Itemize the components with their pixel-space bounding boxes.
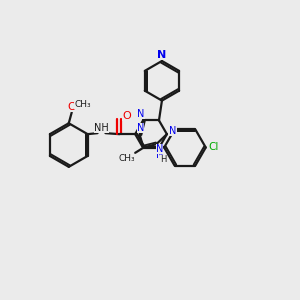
Text: N: N [169, 126, 176, 136]
Text: CH₃: CH₃ [74, 100, 91, 109]
Text: H: H [160, 155, 166, 164]
Text: N: N [137, 110, 145, 119]
Text: O: O [122, 111, 130, 121]
Text: N: N [156, 144, 163, 154]
Text: N: N [156, 150, 164, 160]
Text: N: N [157, 50, 167, 60]
Text: Cl: Cl [208, 142, 219, 152]
Text: NH: NH [94, 123, 109, 133]
Text: N: N [137, 123, 144, 133]
Text: CH₃: CH₃ [119, 154, 136, 163]
Text: O: O [68, 102, 76, 112]
